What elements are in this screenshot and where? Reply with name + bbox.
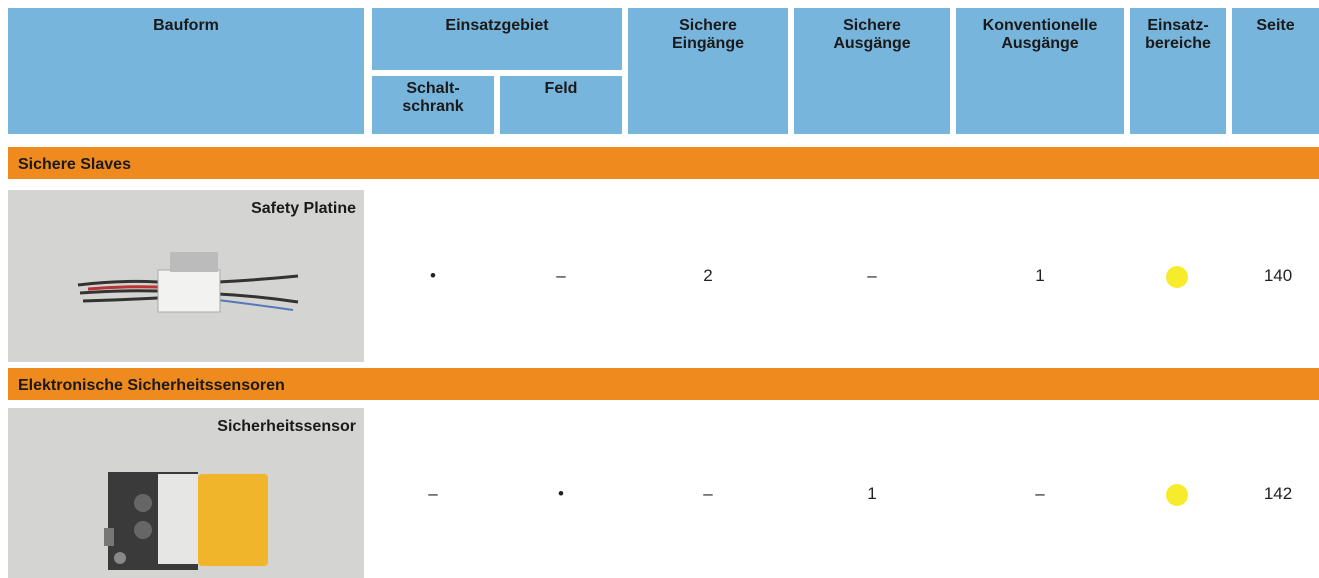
table-cell: • [558,484,564,503]
header-cell: Einsatzgebiet [372,8,622,70]
header-cell: Bauform [8,8,364,134]
header-cell: Konventionelle Ausgänge [956,8,1124,134]
table-cell: – [703,484,713,503]
product-name: Sicherheitssensor [217,418,356,435]
table-cell: – [428,484,438,503]
header-subcell: Schalt- schrank [372,76,494,134]
header-cell: Sichere Eingänge [628,8,788,134]
product-drawing [104,472,268,570]
header-cell: Einsatz- bereiche [1130,8,1226,134]
header-cell: Sichere Ausgänge [794,8,950,134]
table-cell: 140 [1263,266,1293,285]
header-cell: Seite [1232,8,1319,134]
table-cell: 1 [1035,266,1045,285]
usage-dot [1166,266,1188,288]
section-title: Sichere Slaves [8,147,1319,179]
table-cell: • [430,266,436,285]
section-title: Elektronische Sicherheitssensoren [8,368,1319,400]
table-cell: 1 [867,484,877,503]
header-subcell: Feld [500,76,622,134]
product-name: Safety Platine [251,200,356,217]
product-image: Sicherheitssensor [8,408,364,578]
table-cell: 2 [703,266,713,285]
product-drawing [77,252,299,313]
table-cell: 142 [1263,484,1293,503]
usage-dot [1166,484,1188,506]
table-cell: – [556,266,566,285]
table-cell: – [1035,484,1045,503]
table-cell: – [867,266,877,285]
product-image: Safety Platine [8,190,364,362]
